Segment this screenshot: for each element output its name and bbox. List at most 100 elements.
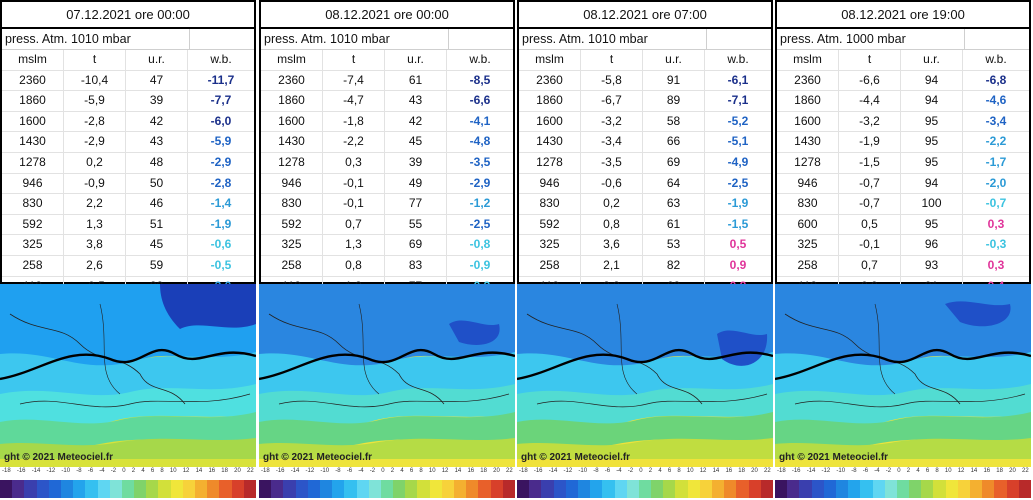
altitude-cell: 325 — [2, 235, 64, 255]
scale-tick-label: 2 — [906, 468, 911, 474]
scale-tick-label: 18 — [738, 468, 745, 474]
scale-tick-label: -18 — [2, 468, 11, 474]
scale-color-swatch — [158, 480, 171, 498]
column-header: t — [839, 50, 901, 70]
temperature-cell: -4,4 — [839, 91, 901, 111]
scale-color-swatch — [663, 480, 676, 498]
altitude-cell: 1600 — [261, 111, 323, 132]
scale-color-swatch — [1006, 480, 1019, 498]
scale-tick-label: 10 — [944, 468, 952, 474]
table-title: 08.12.2021 ore 19:00 — [777, 2, 1029, 29]
scale-tick-label: -10 — [320, 468, 330, 474]
scale-tick-label: -2 — [369, 468, 376, 474]
column-header: mslm — [2, 50, 64, 70]
humidity-cell: 43 — [385, 91, 447, 111]
map-copyright: ght © 2021 Meteociel.fr — [263, 452, 373, 463]
scale-color-swatch — [441, 480, 454, 498]
scale-tick-label: -10 — [578, 468, 588, 474]
wet-bulb-cell: -6,0 — [210, 113, 232, 128]
column-header: w.b. — [469, 52, 491, 66]
temperature-cell: -5,9 — [64, 91, 126, 111]
scale-color-swatch — [219, 480, 232, 498]
humidity-cell: 77 — [385, 194, 447, 214]
sounding-table: 08.12.2021 ore 07:00 press. Atm. 1010 mba… — [517, 0, 773, 298]
table-row: 830 2,2 46 -1,4 — [2, 194, 254, 215]
humidity-cell: 63 — [643, 194, 705, 214]
wet-bulb-cell: -8,5 — [469, 72, 491, 87]
altitude-cell: 946 — [2, 173, 64, 194]
humidity-cell: 89 — [643, 91, 705, 111]
table-row: 325 3,6 53 0,5 — [519, 235, 771, 256]
wet-bulb-cell: 0,5 — [729, 237, 747, 252]
scale-tick-label: 14 — [195, 468, 203, 474]
scale-color-swatch — [982, 480, 995, 498]
table-row: 1600 -3,2 95 -3,4 — [777, 111, 1029, 133]
scale-color-swatch — [638, 480, 652, 498]
temperature-cell: -3,2 — [581, 111, 643, 132]
scale-tick-label: -6 — [862, 468, 869, 474]
sounding-table: 08.12.2021 ore 00:00 press. Atm. 1010 mba… — [259, 0, 515, 298]
temperature-cell: 0,2 — [581, 194, 643, 214]
scale-color-swatch — [811, 480, 824, 498]
altitude-cell: 1278 — [261, 152, 323, 173]
scale-tick-label: 20 — [493, 468, 500, 474]
scale-tick-label: -12 — [305, 468, 315, 474]
scale-color-swatch — [517, 480, 530, 498]
scale-color-swatch — [12, 480, 25, 498]
table-row: 2360 -5,8 91 -6,1 — [519, 70, 771, 92]
scale-tick-label: -16 — [16, 468, 26, 474]
scale-tick-label: -2 — [885, 468, 892, 474]
map-copyright: ght © 2021 Meteociel.fr — [779, 452, 889, 463]
table-row: 2360 -7,4 61 -8,5 — [261, 70, 513, 92]
altitude-cell: 258 — [261, 255, 323, 276]
humidity-cell: 82 — [643, 255, 705, 276]
altitude-cell: 258 — [777, 255, 839, 276]
scale-color-swatch — [134, 480, 147, 498]
column-header: mslm — [261, 50, 323, 70]
temperature-cell: 0,8 — [323, 255, 385, 276]
temperature-cell: 0,7 — [839, 255, 901, 276]
table-row: 600 0,5 95 0,3 — [777, 214, 1029, 236]
scale-color-swatch — [48, 480, 61, 498]
wet-bulb-cell: -1,2 — [469, 196, 491, 211]
humidity-cell: 94 — [901, 173, 963, 194]
forecast-map-image: ght © 2021 Meteociel.fr — [0, 284, 256, 467]
temperature-cell: 0,5 — [839, 214, 901, 235]
scale-tick-label: 10 — [428, 468, 436, 474]
scale-tick-label: 18 — [996, 468, 1003, 474]
table-row: 1430 -2,2 45 -4,8 — [261, 132, 513, 153]
wet-bulb-cell: 0,9 — [729, 257, 747, 272]
table-row: 1278 -3,5 69 -4,9 — [519, 152, 771, 174]
humidity-cell: 96 — [901, 235, 963, 255]
altitude-cell: 1860 — [519, 91, 581, 111]
altitude-cell: 946 — [261, 173, 323, 194]
scale-color-swatch — [687, 480, 700, 498]
scale-color-swatch — [712, 480, 725, 498]
altitude-cell: 1600 — [777, 111, 839, 132]
table-row: 1600 -2,8 42 -6,0 — [2, 111, 254, 133]
scale-color-swatch — [243, 480, 256, 498]
temperature-cell: 0,3 — [323, 152, 385, 173]
scale-tick-label: 14 — [970, 468, 978, 474]
altitude-cell: 1860 — [2, 91, 64, 111]
scale-tick-label: -12 — [563, 468, 573, 474]
scale-tick-label: 22 — [1022, 468, 1029, 474]
scale-color-swatch — [283, 480, 296, 498]
humidity-cell: 100 — [901, 194, 963, 214]
altitude-cell: 1430 — [261, 132, 323, 152]
table-row: 1600 -3,2 58 -5,2 — [519, 111, 771, 133]
scale-color-swatch — [921, 480, 934, 498]
column-header: w.b. — [985, 52, 1007, 66]
wet-bulb-cell: -0,9 — [469, 257, 491, 272]
temperature-cell: 0,8 — [581, 214, 643, 235]
table-row: 830 -0,7 100 -0,7 — [777, 194, 1029, 215]
humidity-cell: 43 — [126, 132, 188, 152]
scale-color-swatch — [553, 480, 566, 498]
scale-tick-label: 12 — [441, 468, 449, 474]
scale-color-swatch — [994, 480, 1007, 498]
scale-color-swatch — [319, 480, 333, 498]
table-row: 946 -0,6 64 -2,5 — [519, 173, 771, 195]
scale-color-swatch — [393, 480, 406, 498]
scale-color-swatch — [872, 480, 885, 498]
table-row: 1430 -1,9 95 -2,2 — [777, 132, 1029, 153]
